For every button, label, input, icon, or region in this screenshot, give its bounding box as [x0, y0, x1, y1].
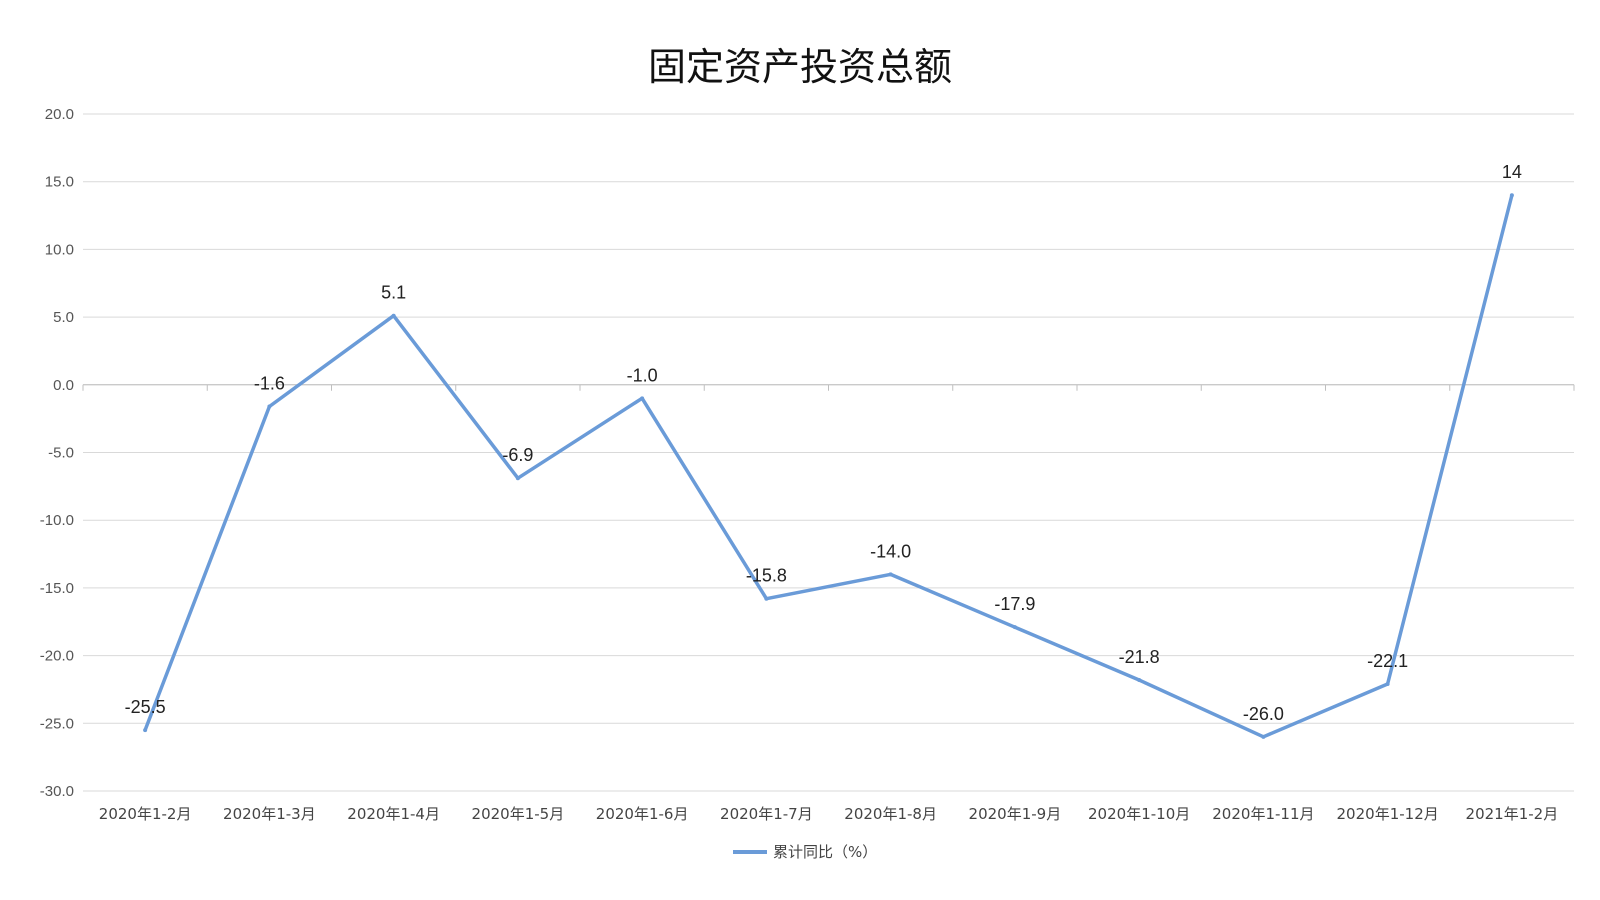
x-tick-label: 2020年1-3月 [223, 805, 316, 823]
legend[interactable]: 累计同比（%） [733, 843, 877, 861]
x-tick-label: 2020年1-4月 [347, 805, 440, 823]
data-label: -6.9 [502, 445, 533, 465]
legend-series-name: 累计同比（%） [773, 843, 877, 861]
data-label: -1.0 [627, 365, 658, 385]
x-tick-label: 2020年1-9月 [969, 805, 1062, 823]
data-point[interactable] [143, 728, 148, 733]
y-tick-label: 0.0 [53, 377, 74, 394]
data-point[interactable] [391, 313, 396, 318]
data-point[interactable] [515, 476, 520, 481]
data-label: -14.0 [870, 541, 911, 561]
data-label: -26.0 [1243, 704, 1284, 724]
x-tick-label: 2020年1-6月 [596, 805, 689, 823]
data-label: 5.1 [381, 283, 406, 303]
y-tick-label: -15.0 [40, 580, 74, 597]
series-line[interactable] [143, 193, 1514, 739]
data-point[interactable] [640, 396, 645, 401]
y-tick-label: 5.0 [53, 309, 74, 326]
y-tick-label: -30.0 [40, 783, 74, 800]
series-line-group [143, 193, 1514, 739]
data-label: 14 [1502, 162, 1522, 182]
data-label: -17.9 [994, 594, 1035, 614]
y-tick-label: -25.0 [40, 715, 74, 732]
data-label: -1.6 [254, 373, 285, 393]
y-tick-label: -10.0 [40, 512, 74, 529]
data-point[interactable] [1509, 193, 1514, 198]
data-point[interactable] [1385, 682, 1390, 687]
x-tick-label: 2020年1-11月 [1212, 805, 1314, 823]
data-label: -22.1 [1367, 651, 1408, 671]
gridlines [83, 113, 1574, 792]
chart-title: 固定资产投资总额 [647, 45, 952, 89]
x-tick-label: 2020年1-10月 [1088, 805, 1190, 823]
data-point[interactable] [764, 596, 769, 601]
y-tick-label: 20.0 [45, 106, 74, 123]
data-point[interactable] [1012, 625, 1017, 630]
x-tick-label: 2020年1-2月 [99, 805, 192, 823]
x-axis: 2020年1-2月 2020年1-3月 2020年1-4月 2020年1-5月 2020… [82, 384, 1575, 823]
y-tick-label: 10.0 [45, 241, 74, 258]
data-point[interactable] [267, 404, 272, 409]
data-label: -25.5 [125, 697, 166, 717]
x-tick-label: 2021年1-2月 [1466, 805, 1559, 823]
x-tick-label: 2020年1-5月 [472, 805, 565, 823]
y-tick-label: -20.0 [40, 648, 74, 665]
data-point[interactable] [1137, 677, 1142, 682]
data-label: -15.8 [746, 566, 787, 586]
data-label: -21.8 [1119, 647, 1160, 667]
y-tick-label: 15.0 [45, 174, 74, 191]
data-point[interactable] [1261, 734, 1266, 739]
x-tick-label: 2020年1-12月 [1337, 805, 1439, 823]
y-axis-ticks: 20.0 15.0 10.0 5.0 0.0 -5.0 -10.0 -15.0 -20.0 -25… [40, 106, 74, 800]
data-point[interactable] [888, 572, 893, 577]
data-labels: -25.5 -1.6 5.1 -6.9 -1.0 -15.8 -14.0 -17.9 -21.8… [125, 162, 1522, 724]
y-tick-label: -5.0 [48, 445, 74, 462]
x-tick-label: 2020年1-8月 [844, 805, 937, 823]
x-tick-label: 2020年1-7月 [720, 805, 813, 823]
